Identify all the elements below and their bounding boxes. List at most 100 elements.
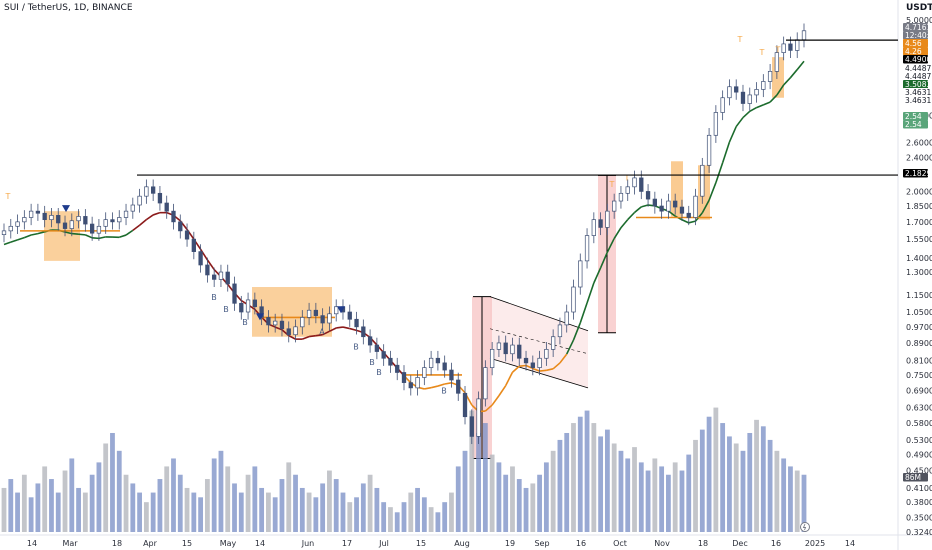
baseline-segment xyxy=(776,84,785,96)
candle-body xyxy=(781,43,786,53)
baseline-segment xyxy=(92,237,99,240)
volume-bar xyxy=(198,497,204,532)
volume-bar xyxy=(720,423,726,532)
candle-body xyxy=(795,39,800,51)
baseline-segment xyxy=(735,117,744,128)
volume-bar xyxy=(333,479,339,532)
volume-bar xyxy=(272,497,278,532)
volume-bar xyxy=(171,458,176,532)
candle-body xyxy=(96,225,102,234)
x-tick-label: Oct xyxy=(613,539,627,548)
volume-bar xyxy=(516,479,522,532)
y-tick-label: 1.5500 xyxy=(906,235,932,244)
volume-bar xyxy=(42,466,48,532)
y-tick-label: 2.6000 xyxy=(906,138,932,147)
candle-body xyxy=(537,357,542,368)
volume-bar xyxy=(286,462,292,532)
currency-label: USDT xyxy=(906,3,932,13)
volume-bar xyxy=(76,487,81,532)
baseline-segment xyxy=(424,386,432,390)
y-tick-label: 5.0000 xyxy=(906,16,932,25)
baseline-segment xyxy=(789,69,798,79)
candle-body xyxy=(225,271,230,285)
volume-bar xyxy=(381,502,387,532)
volume-bar xyxy=(130,483,136,532)
candle-body xyxy=(720,97,725,113)
volume-bar xyxy=(666,474,671,532)
candle-body xyxy=(645,191,651,200)
baseline-segment xyxy=(85,234,93,239)
x-tick-label: 16 xyxy=(576,539,586,548)
volume-bar xyxy=(354,497,359,532)
lightning-icon[interactable] xyxy=(800,522,810,532)
baseline-segment xyxy=(152,211,161,216)
sell-marker-icon xyxy=(256,313,264,321)
volume-bar xyxy=(611,443,617,532)
price-tag-label: 12:40:23 xyxy=(905,31,932,40)
x-tick-label: Jul xyxy=(378,539,389,548)
level-lines xyxy=(137,39,898,176)
volume-bar xyxy=(340,492,346,532)
price-tags: 4.716112:40:234.564.264.49004.44874.4487… xyxy=(903,23,932,482)
volume-bar xyxy=(211,458,217,532)
price-tag xyxy=(903,55,928,64)
channel-lower xyxy=(489,357,589,389)
candle-body xyxy=(523,357,529,364)
price-tag-label: 2.1829 xyxy=(905,169,931,178)
highlight-box xyxy=(252,287,332,337)
y-tick-label: 0.4100 xyxy=(906,484,932,493)
price-tag xyxy=(903,112,928,121)
x-tick-label: 15 xyxy=(416,539,426,548)
signal-mark: B xyxy=(441,386,447,395)
candle-body xyxy=(361,326,366,338)
price-tag xyxy=(903,23,928,32)
x-tick-label: 2025 xyxy=(805,539,825,548)
volume-bar xyxy=(645,470,651,532)
candle-body xyxy=(679,206,685,214)
candle-body xyxy=(415,377,420,389)
candle-body xyxy=(15,221,20,227)
candle-body xyxy=(22,217,27,223)
signal-mark: T xyxy=(609,180,615,189)
channel-mid xyxy=(489,328,589,355)
y-tick-label: 0.7500 xyxy=(906,371,932,380)
candle-body xyxy=(469,416,474,437)
volume-bar xyxy=(476,432,481,532)
chart-title: SUI / TetherUS, 1D, BINANCE xyxy=(4,3,133,13)
candle-body xyxy=(571,286,576,313)
volume-bar xyxy=(306,492,312,532)
x-tick-label: Sep xyxy=(534,539,549,548)
x-tick-label: 19 xyxy=(505,539,515,548)
volume-bar xyxy=(225,466,231,532)
candle-body xyxy=(42,212,47,221)
candle-body xyxy=(510,344,515,355)
candle-body xyxy=(49,215,54,221)
candle-body xyxy=(442,362,447,371)
baseline-segment xyxy=(64,231,72,235)
volume-bar xyxy=(794,470,800,532)
volume-bar xyxy=(8,479,14,532)
price-tag-label: 4.4900 xyxy=(905,55,931,64)
volume-bar xyxy=(360,483,366,532)
volume-bar xyxy=(245,474,251,532)
volume-bar xyxy=(1,487,7,532)
candle-body xyxy=(320,315,325,324)
volume-bar xyxy=(89,474,95,532)
volume-bar xyxy=(557,439,563,532)
price-tag-label: 4.56 xyxy=(905,39,922,48)
baseline-segment xyxy=(539,369,547,372)
candle-body xyxy=(605,210,610,228)
volume-bar xyxy=(367,474,373,532)
candle-body xyxy=(673,200,678,208)
candle-body xyxy=(327,313,332,324)
candle-body xyxy=(530,362,535,368)
candle-body xyxy=(632,177,637,188)
candle-body xyxy=(239,302,244,313)
baseline-segment xyxy=(504,371,514,387)
baseline-segment xyxy=(24,234,32,239)
baseline-segment xyxy=(749,106,757,113)
candle-body xyxy=(517,344,522,359)
price-tag-label: 2.54 xyxy=(905,112,922,121)
